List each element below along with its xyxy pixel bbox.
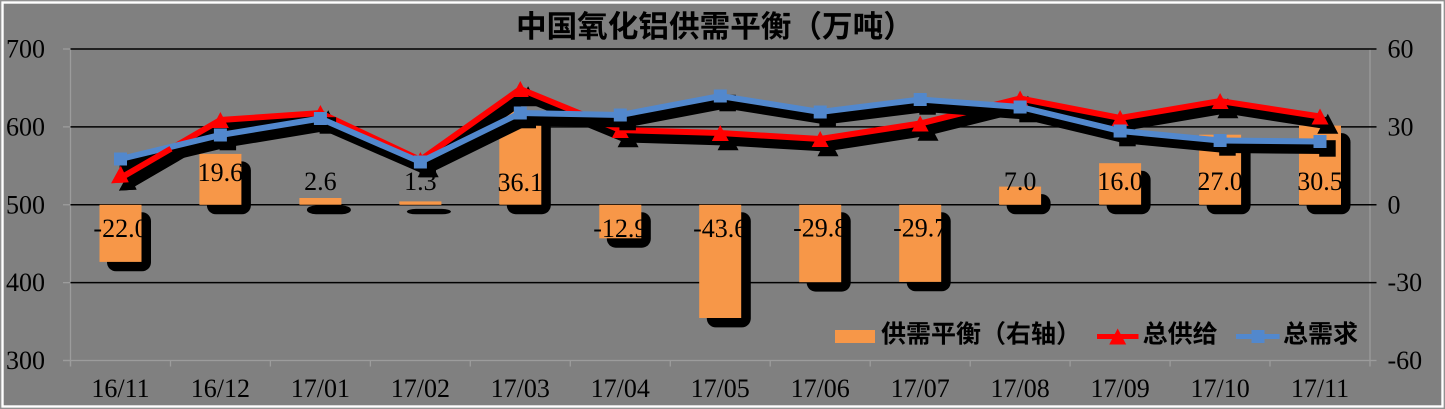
svg-text:700: 700 (6, 35, 45, 64)
svg-text:17/05: 17/05 (691, 374, 750, 403)
svg-text:17/02: 17/02 (391, 374, 450, 403)
svg-text:27.0: 27.0 (1197, 167, 1243, 196)
svg-text:-29.8: -29.8 (793, 214, 847, 243)
svg-text:17/08: 17/08 (990, 374, 1049, 403)
svg-text:19.6: 19.6 (198, 158, 244, 187)
svg-text:2.6: 2.6 (304, 167, 337, 196)
svg-text:-60: -60 (1388, 346, 1423, 375)
svg-text:600: 600 (6, 113, 45, 142)
svg-text:400: 400 (6, 268, 45, 297)
svg-text:300: 300 (6, 346, 45, 375)
svg-text:17/03: 17/03 (491, 374, 550, 403)
svg-text:-29.7: -29.7 (893, 214, 947, 243)
svg-text:17/09: 17/09 (1090, 374, 1149, 403)
svg-text:-43.6: -43.6 (693, 214, 747, 243)
svg-text:17/11: 17/11 (1291, 374, 1349, 403)
svg-text:17/04: 17/04 (591, 374, 650, 403)
svg-text:-22.0: -22.0 (93, 214, 147, 243)
svg-text:30.5: 30.5 (1297, 167, 1343, 196)
svg-text:-12.9: -12.9 (593, 214, 647, 243)
svg-text:36.1: 36.1 (498, 168, 544, 197)
svg-text:16.0: 16.0 (1097, 167, 1143, 196)
svg-text:17/10: 17/10 (1190, 374, 1249, 403)
svg-text:17/01: 17/01 (291, 374, 350, 403)
svg-text:17/07: 17/07 (891, 374, 950, 403)
svg-text:60: 60 (1388, 35, 1414, 64)
svg-text:30: 30 (1388, 113, 1414, 142)
svg-text:0: 0 (1388, 190, 1401, 219)
svg-text:-30: -30 (1388, 268, 1423, 297)
svg-text:16/12: 16/12 (191, 374, 250, 403)
svg-text:500: 500 (6, 190, 45, 219)
svg-text:16/11: 16/11 (91, 374, 149, 403)
svg-text:17/06: 17/06 (791, 374, 850, 403)
svg-text:7.0: 7.0 (1004, 167, 1037, 196)
